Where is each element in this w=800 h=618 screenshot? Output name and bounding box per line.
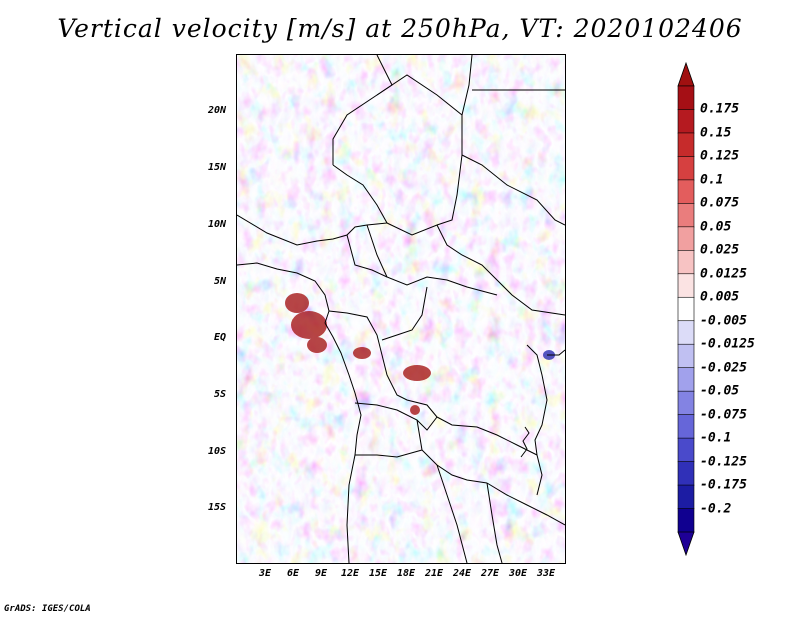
colorbar-swatch [677,109,695,134]
colorbar-top-arrow [677,62,695,87]
map-plot-area [236,54,566,564]
colorbar-swatch [677,343,695,369]
colorbar-label: 0.125 [700,148,740,164]
colorbar-swatch [677,296,695,322]
colorbar-swatch [677,484,695,510]
colorbar-swatch [677,414,695,439]
lon-tick-label: 21E [424,568,444,579]
vertical-velocity-field [237,55,565,563]
colorbar-swatch [677,461,695,486]
lat-tick-label: EQ [213,332,226,343]
lat-tick-label: 15N [207,162,226,173]
lon-tick-label: 6E [286,568,300,579]
colorbar-swatch [677,250,695,275]
colorbar-label: -0.075 [700,407,747,423]
colorbar-label: -0.175 [700,477,747,493]
colorbar-label: 0.175 [700,101,740,117]
colorbar-swatch [677,437,695,463]
lat-tick-label: 5N [213,276,226,287]
lat-tick-label: 10S [207,446,226,457]
lon-tick-label: 24E [452,568,472,579]
lon-tick-label: 15E [368,568,388,579]
lon-tick-label: 3E [258,568,272,579]
lon-tick-label: 33E [536,568,556,579]
colorbar-swatch [677,156,695,181]
colorbar-label: -0.025 [700,360,747,376]
lat-tick-label: 5S [213,389,226,400]
colorbar [677,62,695,556]
colorbar-bottom-arrow [677,531,695,556]
colorbar-label: 0.025 [700,242,740,258]
colorbar-swatch [677,390,695,416]
lon-tick-label: 9E [314,568,328,579]
colorbar-swatch [677,508,695,533]
colorbar-swatch [677,179,695,204]
colorbar-label: 0.1 [700,172,724,188]
country-borders [237,55,565,563]
colorbar-label: -0.05 [700,383,740,399]
colorbar-label: -0.2 [700,501,732,517]
colorbar-label: 0.05 [700,219,732,235]
lon-tick-label: 30E [508,568,528,579]
lon-tick-label: 12E [340,568,360,579]
convection-cores [285,293,555,415]
colorbar-label: 0.005 [700,289,740,305]
lat-tick-label: 20N [207,105,226,116]
colorbar-swatch [677,273,695,298]
lat-tick-label: 15S [207,502,226,513]
colorbar-label: -0.1 [700,430,732,446]
colorbar-label: -0.005 [700,313,747,329]
lon-tick-label: 18E [396,568,416,579]
credit-text: GrADS: IGES/COLA [4,604,91,614]
colorbar-label: 0.075 [700,195,740,211]
colorbar-swatch [677,203,695,228]
colorbar-swatch [677,226,695,251]
colorbar-label: -0.0125 [700,336,755,352]
colorbar-label: 0.15 [700,125,732,141]
colorbar-swatch [677,85,695,111]
chart-title: Vertical velocity [m/s] at 250hPa, VT: 2… [57,14,743,43]
colorbar-label: 0.0125 [700,266,747,282]
lat-tick-label: 10N [207,219,226,230]
colorbar-swatch [677,132,695,158]
colorbar-swatch [677,320,695,345]
colorbar-label: -0.125 [700,454,747,470]
lon-tick-label: 27E [480,568,500,579]
colorbar-swatch [677,367,695,392]
